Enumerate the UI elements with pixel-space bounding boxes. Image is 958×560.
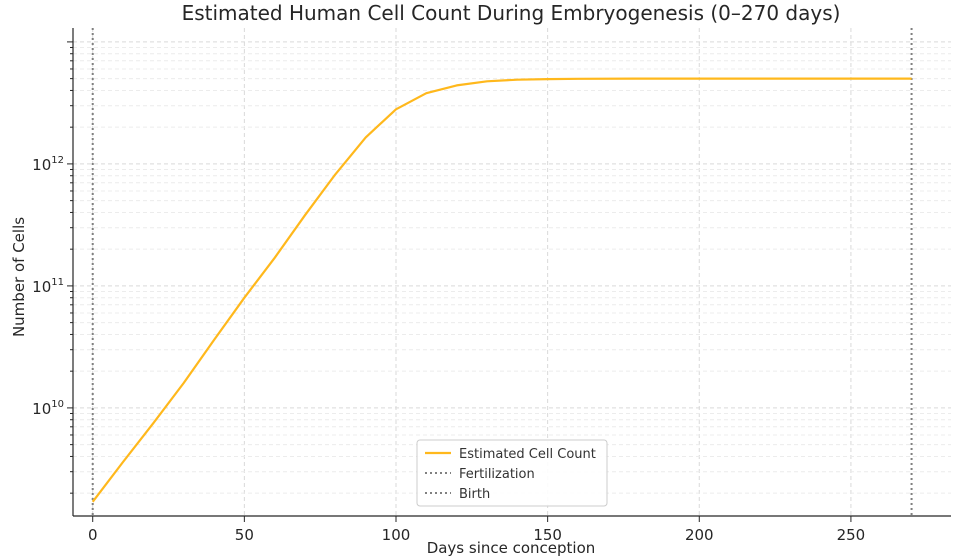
y-tick-base: 10 [32, 400, 51, 418]
legend-label: Birth [459, 487, 490, 502]
y-tick-label: 1011 [32, 277, 64, 296]
y-tick-exponent: 11 [51, 277, 64, 288]
x-tick-label: 150 [533, 526, 562, 544]
y-tick-base: 10 [32, 156, 51, 174]
y-tick-label: 1012 [32, 155, 64, 174]
y-tick-label: 1010 [32, 399, 64, 418]
y-tick-exponent: 10 [51, 399, 64, 410]
x-tick-label: 100 [382, 526, 411, 544]
plot-area [91, 28, 913, 516]
x-tick-label: 0 [88, 526, 98, 544]
legend: Estimated Cell Count Fertilization Birth [416, 439, 608, 507]
y-axis-label: Number of Cells [10, 217, 28, 337]
legend-label: Fertilization [459, 467, 535, 482]
y-tick-exponent: 12 [51, 155, 64, 166]
series-line-0 [91, 77, 912, 503]
y-tick-base: 10 [32, 278, 51, 296]
grid [73, 28, 951, 516]
x-tick-label: 250 [837, 526, 866, 544]
x-axis-label: Days since conception [427, 539, 596, 557]
x-tick-label: 50 [235, 526, 254, 544]
legend-box [416, 439, 608, 507]
chart-title: Estimated Human Cell Count During Embryo… [182, 1, 841, 25]
x-tick-label: 200 [685, 526, 714, 544]
legend-label: Estimated Cell Count [459, 447, 596, 462]
